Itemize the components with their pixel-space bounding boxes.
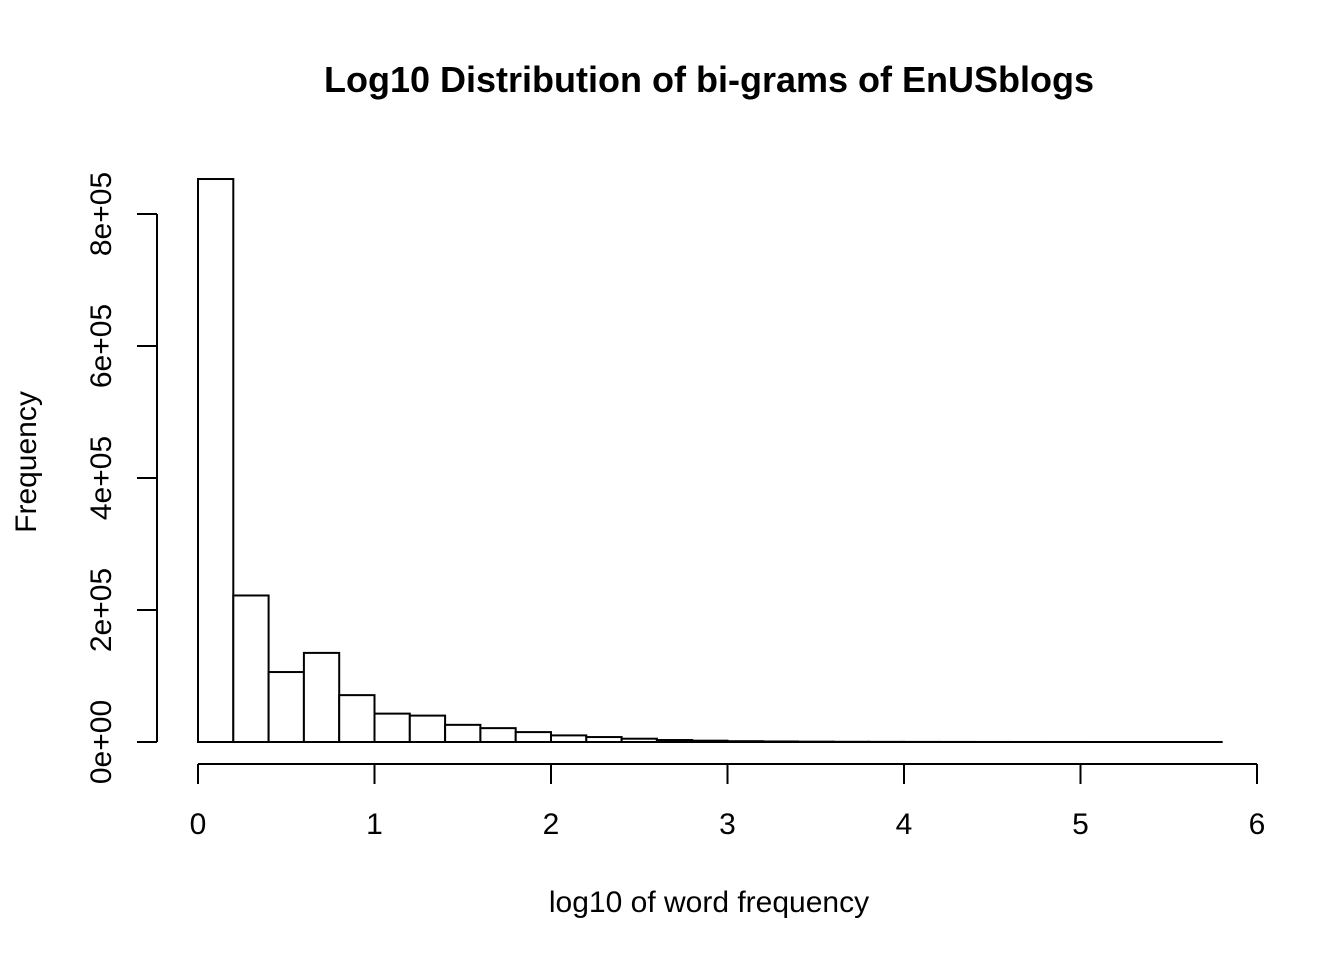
x-tick-label: 2 — [543, 808, 560, 841]
y-tick-label: 2e+05 — [85, 568, 118, 652]
x-axis: 0 1 2 3 4 5 6 — [190, 763, 1266, 841]
histogram-bar — [373, 712, 411, 743]
x-axis-label: log10 of word frequency — [549, 886, 869, 919]
chart-title: Log10 Distribution of bi-grams of EnUSbl… — [324, 59, 1094, 100]
bars-group — [197, 178, 1223, 744]
y-tick-label: 8e+05 — [85, 172, 118, 256]
histogram-bar — [655, 739, 694, 744]
y-axis-label: Frequency — [10, 391, 43, 533]
histogram-bar — [585, 736, 623, 743]
x-tick-label: 5 — [1072, 808, 1089, 841]
histogram-bar — [550, 734, 588, 744]
histogram-bar — [691, 739, 729, 743]
x-tick-label: 6 — [1249, 808, 1266, 841]
histogram-bar — [479, 727, 517, 744]
x-tick-label: 4 — [896, 808, 913, 841]
histogram-bar — [620, 737, 658, 744]
y-axis: 0e+00 2e+05 4e+05 6e+05 8e+05 — [85, 172, 158, 784]
histogram-bar — [338, 694, 376, 744]
histogram-bar — [514, 731, 553, 743]
x-tick-label: 3 — [719, 808, 736, 841]
y-tick-label: 4e+05 — [85, 436, 118, 520]
histogram-bar — [761, 740, 800, 743]
y-tick-label: 0e+00 — [85, 700, 118, 784]
x-tick-label: 1 — [366, 808, 383, 841]
histogram-bar — [232, 594, 270, 743]
x-tick-label: 0 — [190, 808, 207, 841]
histogram-bar — [444, 723, 482, 744]
histogram-bar — [267, 671, 305, 743]
histogram-bar — [726, 740, 764, 744]
histogram-bar — [408, 714, 447, 743]
histogram-bar — [197, 178, 235, 743]
histogram-bar — [302, 651, 341, 744]
y-tick-label: 6e+05 — [85, 304, 118, 388]
